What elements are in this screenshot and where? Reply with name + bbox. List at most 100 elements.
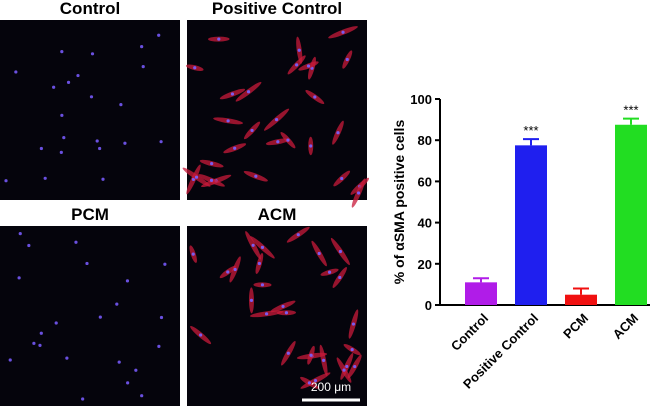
- nucleus: [295, 63, 299, 67]
- nucleus: [90, 52, 95, 56]
- nucleus: [199, 333, 203, 337]
- nucleus: [317, 251, 321, 256]
- significance: ***: [523, 123, 538, 138]
- panel-label: PCM: [71, 205, 109, 224]
- nucleus: [76, 73, 80, 78]
- nucleus: [322, 358, 326, 362]
- micrograph: [0, 20, 180, 200]
- nucleus: [115, 302, 119, 306]
- nucleus: [163, 262, 167, 266]
- nucleus: [101, 177, 105, 181]
- nucleus: [210, 162, 214, 166]
- nucleus: [284, 311, 289, 315]
- nucleus: [340, 176, 344, 181]
- nucleus: [309, 144, 313, 148]
- nucleus: [257, 261, 261, 266]
- nucleus: [60, 113, 64, 117]
- nucleus: [98, 315, 102, 319]
- nucleus: [191, 252, 195, 256]
- nucleus: [140, 394, 144, 398]
- nucleus: [123, 141, 127, 145]
- nucleus: [306, 64, 311, 68]
- micrograph: [187, 226, 367, 406]
- nucleus: [159, 140, 163, 144]
- bar: [515, 145, 547, 305]
- nucleus: [226, 119, 230, 123]
- nucleus: [8, 358, 12, 362]
- nucleus: [32, 341, 36, 345]
- nucleus: [338, 249, 342, 254]
- nucleus: [345, 57, 349, 62]
- nucleus: [260, 283, 265, 287]
- nucleus: [66, 80, 71, 84]
- nucleus: [194, 175, 199, 179]
- x-tick-label: Control: [448, 311, 491, 354]
- nucleus: [341, 30, 345, 34]
- nucleus: [126, 381, 130, 385]
- nucleus: [95, 139, 99, 143]
- panel-label: ACM: [258, 205, 297, 224]
- nucleus: [217, 37, 221, 41]
- y-tick-label: 80: [418, 133, 432, 148]
- nucleus: [226, 270, 230, 274]
- nucleus: [353, 364, 357, 369]
- nucleus: [338, 275, 342, 280]
- nucleus: [250, 128, 254, 133]
- nucleus: [157, 344, 161, 348]
- error-bar: [573, 287, 589, 295]
- nucleus: [74, 240, 78, 244]
- significance: ***: [623, 103, 638, 118]
- scale-bar-label: 200 μm: [311, 380, 351, 394]
- nucleus: [254, 174, 258, 178]
- nucleus: [351, 322, 356, 326]
- nucleus: [157, 33, 161, 37]
- nucleus: [17, 276, 21, 280]
- nucleus: [313, 378, 318, 383]
- nucleus: [246, 90, 251, 94]
- nucleus: [81, 397, 85, 401]
- y-tick-label: 100: [410, 92, 432, 107]
- nucleus: [260, 245, 265, 249]
- nucleus: [356, 191, 361, 195]
- nucleus: [125, 279, 130, 283]
- nucleus: [134, 368, 138, 372]
- nucleus: [230, 92, 235, 96]
- x-tick-label: PCM: [560, 311, 591, 342]
- error-bar: [523, 138, 539, 146]
- nucleus: [27, 243, 31, 248]
- nucleus: [286, 138, 290, 142]
- error-bar: [623, 117, 639, 125]
- nucleus: [60, 50, 64, 54]
- y-tick-label: 20: [418, 257, 432, 272]
- nucleus: [350, 347, 354, 352]
- nucleus: [62, 136, 66, 140]
- nucleus: [307, 381, 312, 385]
- nucleus: [18, 231, 22, 236]
- nucleus: [296, 233, 300, 237]
- nucleus: [59, 150, 63, 154]
- nucleus: [276, 140, 280, 144]
- nucleus: [39, 146, 43, 151]
- y-tick-label: 40: [418, 216, 432, 231]
- panel-label: Control: [60, 0, 120, 18]
- nucleus: [39, 331, 43, 335]
- nucleus: [89, 95, 94, 99]
- nucleus: [141, 65, 145, 69]
- nucleus: [38, 343, 42, 347]
- micrograph: [0, 226, 180, 406]
- micrograph: [187, 20, 367, 200]
- nucleus: [313, 95, 317, 99]
- nucleus: [52, 85, 56, 89]
- nucleus: [140, 45, 144, 49]
- nucleus: [327, 270, 332, 274]
- bar: [615, 124, 647, 305]
- nucleus: [336, 131, 340, 135]
- nucleus: [309, 353, 313, 357]
- nucleus: [117, 360, 121, 364]
- nucleus: [281, 304, 285, 309]
- nucleus: [14, 70, 18, 74]
- nucleus: [85, 261, 89, 266]
- nucleus: [233, 146, 237, 150]
- nucleus: [159, 315, 164, 320]
- nucleus: [193, 66, 197, 70]
